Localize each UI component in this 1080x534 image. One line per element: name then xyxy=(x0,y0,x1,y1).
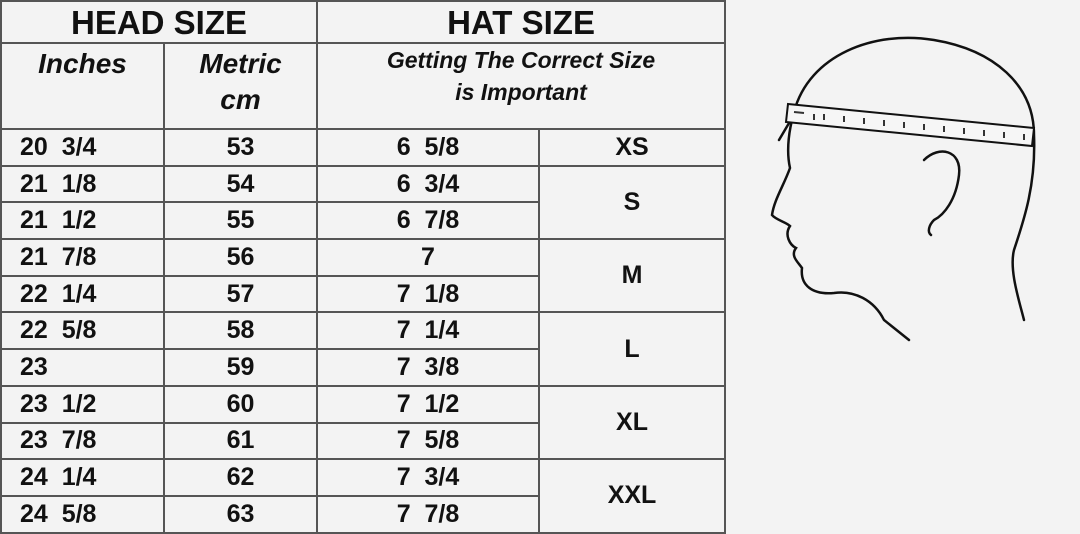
cm-cell: 56 xyxy=(163,238,318,277)
cm-cell: 62 xyxy=(163,458,318,497)
hat-size-cell: 7 1/2 xyxy=(316,384,540,424)
inches-cell: 23 7/8 xyxy=(0,421,165,461)
hat-size-subtitle: Getting The Correct Size is Important xyxy=(315,42,727,130)
table-row: 20 3/4 53 6 5/8 XS xyxy=(0,128,727,167)
hat-size-cell: 7 1/8 xyxy=(316,274,540,314)
inches-cell: 21 7/8 xyxy=(0,238,165,277)
table-row: 21 1/8 54 6 3/4 S xyxy=(0,164,727,241)
head-profile-illustration xyxy=(770,36,1036,342)
table-row: 23 59 7 3/8 xyxy=(0,348,725,387)
head-outline xyxy=(792,36,1036,322)
table-row: 21 1/2 55 6 7/8 xyxy=(0,201,725,241)
hat-size-cell: 6 5/8 xyxy=(316,128,540,167)
letter-size-cell: XL xyxy=(537,384,727,461)
hat-size-heading: HAT SIZE xyxy=(315,0,727,44)
table-row: 23 7/8 61 7 5/8 xyxy=(0,421,725,461)
letter-size-cell: XXL xyxy=(537,458,727,534)
cm-cell: 58 xyxy=(163,311,318,351)
hat-size-cell: 7 7/8 xyxy=(316,494,540,534)
hat-size-cell: 6 3/4 xyxy=(316,164,540,204)
letter-size-cell: XS xyxy=(537,128,727,167)
inches-cell: 23 1/2 xyxy=(0,384,165,424)
hat-size-cell: 7 5/8 xyxy=(316,421,540,461)
hat-size-cell: 7 1/4 xyxy=(316,311,540,351)
hat-size-cell: 7 xyxy=(316,238,540,277)
cm-cell: 55 xyxy=(163,201,318,241)
inches-heading: Inches xyxy=(0,42,165,130)
inches-cell: 24 1/4 xyxy=(0,458,165,497)
cm-cell: 53 xyxy=(163,128,318,167)
inches-cell: 21 1/2 xyxy=(0,201,165,241)
hat-size-cell: 7 3/4 xyxy=(316,458,540,497)
cm-cell: 57 xyxy=(163,274,318,314)
table-row: 22 5/8 58 7 1/4 L xyxy=(0,311,727,387)
size-chart-table: HEAD SIZE HAT SIZE Inches Metric cm Getti… xyxy=(0,0,727,534)
hat-size-cell: 7 3/8 xyxy=(316,348,540,387)
metric-heading: Metric cm xyxy=(163,42,318,130)
hat-size-cell: 6 7/8 xyxy=(316,201,540,241)
letter-size-cell: S xyxy=(537,164,727,241)
table-row: 22 1/4 57 7 1/8 xyxy=(0,274,725,314)
cm-cell: 61 xyxy=(163,421,318,461)
measuring-tape-icon xyxy=(784,102,1036,148)
letter-size-cell: L xyxy=(537,311,727,387)
inches-cell: 24 5/8 xyxy=(0,494,165,534)
ear-icon xyxy=(922,150,961,237)
inches-cell: 20 3/4 xyxy=(0,128,165,167)
letter-size-cell: M xyxy=(537,238,727,314)
table-row: 21 7/8 56 7 M xyxy=(0,238,727,314)
inches-cell: 21 1/8 xyxy=(0,164,165,204)
table-row: 23 1/2 60 7 1/2 XL xyxy=(0,384,727,461)
cm-cell: 54 xyxy=(163,164,318,204)
cm-cell: 59 xyxy=(163,348,318,387)
table-row: 24 1/4 62 7 3/4 XXL xyxy=(0,458,727,534)
cm-cell: 60 xyxy=(163,384,318,424)
inches-cell: 22 5/8 xyxy=(0,311,165,351)
inches-cell: 23 xyxy=(0,348,165,387)
inches-cell: 22 1/4 xyxy=(0,274,165,314)
cm-cell: 63 xyxy=(163,494,318,534)
face-outline xyxy=(770,110,911,342)
head-size-heading: HEAD SIZE xyxy=(0,0,318,44)
